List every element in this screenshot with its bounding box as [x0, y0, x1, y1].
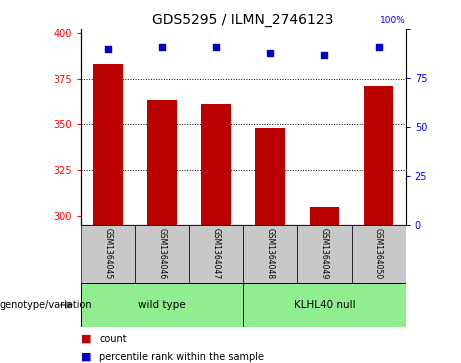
Text: GSM1364050: GSM1364050 [374, 228, 383, 279]
Point [158, 44, 165, 50]
Text: KLHL40 null: KLHL40 null [294, 300, 355, 310]
Bar [364, 86, 394, 225]
Bar [352, 225, 406, 283]
Text: wild type: wild type [138, 300, 186, 310]
Point [266, 50, 274, 56]
Point [104, 46, 112, 52]
Bar [135, 225, 189, 283]
Bar [243, 225, 297, 283]
Point [375, 44, 382, 50]
Bar [189, 225, 243, 283]
Point [213, 44, 220, 50]
Bar [81, 225, 135, 283]
Bar [201, 104, 231, 225]
Text: ■: ■ [81, 352, 95, 362]
Text: GSM1364048: GSM1364048 [266, 228, 275, 279]
Bar [297, 225, 352, 283]
Text: ■: ■ [81, 334, 95, 344]
Bar [93, 64, 123, 225]
Bar [243, 283, 406, 327]
Text: GSM1364046: GSM1364046 [157, 228, 166, 279]
Text: GSM1364047: GSM1364047 [212, 228, 221, 279]
Text: genotype/variation: genotype/variation [0, 300, 93, 310]
Bar [255, 128, 285, 225]
Bar [309, 207, 339, 225]
Title: GDS5295 / ILMN_2746123: GDS5295 / ILMN_2746123 [153, 13, 334, 26]
Text: GSM1364049: GSM1364049 [320, 228, 329, 279]
Bar [81, 283, 243, 327]
Text: percentile rank within the sample: percentile rank within the sample [99, 352, 264, 362]
Point [321, 52, 328, 57]
Text: count: count [99, 334, 127, 344]
Bar [147, 101, 177, 225]
Text: GSM1364045: GSM1364045 [103, 228, 112, 279]
Text: 100%: 100% [380, 16, 406, 25]
